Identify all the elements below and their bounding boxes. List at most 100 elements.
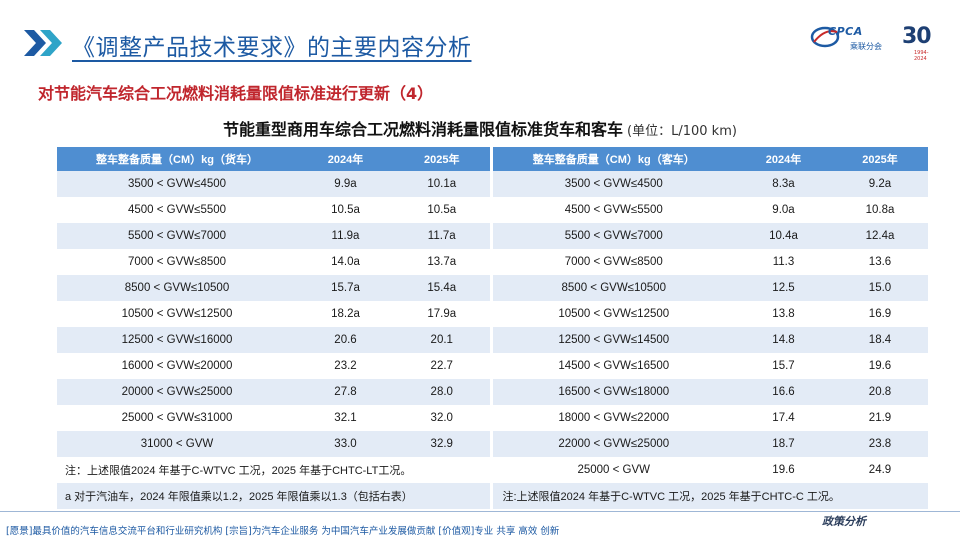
- cell: 32.9: [394, 431, 493, 457]
- header-bus-mass: 整车整备质量（CM）kg（客车）: [491, 147, 735, 171]
- table-title: 节能重型商用车综合工况燃料消耗量限值标准货车和客车 (单位：L/100 km): [0, 116, 960, 140]
- footer-divider: [0, 511, 960, 512]
- table-row: 10500 < GVW≤12500 18.2a 17.9a 10500 < GVW≤1…: [57, 301, 928, 327]
- cell: 22.7: [394, 353, 493, 379]
- cell: 13.6: [832, 249, 928, 275]
- cell: 12.5: [735, 275, 832, 301]
- cell: 11.7a: [394, 223, 493, 249]
- table-note-row: a 对于汽油车，2024 年限值乘以1.2，2025 年限值乘以1.3（包括右表…: [57, 483, 928, 509]
- table-row: 4500 < GVW≤5500 10.5a 10.5a 4500 < GVW≤5500…: [57, 197, 928, 223]
- cell: 20000 < GVW≤25000: [57, 379, 297, 405]
- page-title: 《调整产品技术要求》的主要内容分析: [72, 35, 472, 61]
- cell: 8500 < GVW≤10500: [57, 275, 297, 301]
- table-row: 20000 < GVW≤25000 27.8 28.0 16500 < GVW≤180…: [57, 379, 928, 405]
- cell: 19.6: [832, 353, 928, 379]
- cell: 11.9a: [297, 223, 394, 249]
- cell: 14.0a: [297, 249, 394, 275]
- cell: 8.3a: [735, 171, 832, 197]
- table-row: 25000 < GVW≤31000 32.1 32.0 18000 < GVW≤220…: [57, 405, 928, 431]
- cell: 18.4: [832, 327, 928, 353]
- logo-brand: CPCA: [828, 25, 863, 38]
- cell: 32.0: [394, 405, 493, 431]
- cell: 11.3: [735, 249, 832, 275]
- cell: 5500 < GVW≤7000: [57, 223, 297, 249]
- truck-note: 注：上述限值2024 年基于C-WTVC 工况，2025 年基于CHTC-LT工…: [57, 457, 493, 483]
- table-title-unit: (单位：L/100 km): [627, 124, 737, 139]
- cell: 18.2a: [297, 301, 394, 327]
- table-title-main: 节能重型商用车综合工况燃料消耗量限值标准货车和客车: [223, 120, 624, 139]
- cell: 14500 < GVW≤16500: [491, 353, 735, 379]
- gasoline-note: a 对于汽油车，2024 年限值乘以1.2，2025 年限值乘以1.3（包括右表…: [57, 483, 493, 509]
- cell: 24.9: [832, 457, 928, 483]
- header-bus-2024: 2024年: [735, 147, 832, 171]
- cell: 16.9: [832, 301, 928, 327]
- cell: 18000 < GVW≤22000: [491, 405, 735, 431]
- double-chevron-icon: [24, 30, 62, 56]
- cell: 7000 < GVW≤8500: [57, 249, 297, 275]
- cell: 12500 < GVW≤16000: [57, 327, 297, 353]
- header: 《调整产品技术要求》的主要内容分析: [22, 26, 582, 62]
- cell: 16500 < GVW≤18000: [491, 379, 735, 405]
- bus-note: 注:上述限值2024 年基于C-WTVC 工况，2025 年基于CHTC-C 工…: [491, 483, 928, 509]
- cell: 14.8: [735, 327, 832, 353]
- cell: 5500 < GVW≤7000: [491, 223, 735, 249]
- cpca-logo: CPCA 乘联分会 30 1994-2024: [810, 22, 940, 62]
- table-row: 16000 < GVW≤20000 23.2 22.7 14500 < GVW≤165…: [57, 353, 928, 379]
- cell: 10.1a: [394, 171, 493, 197]
- logo-years: 1994-2024: [914, 50, 929, 62]
- cell: 19.6: [735, 457, 832, 483]
- cell: 10.5a: [394, 197, 493, 223]
- cell: 20.1: [394, 327, 493, 353]
- table-row: 12500 < GVW≤16000 20.6 20.1 12500 < GVW≤145…: [57, 327, 928, 353]
- cell: 32.1: [297, 405, 394, 431]
- cell: 27.8: [297, 379, 394, 405]
- cell: 3500 < GVW≤4500: [491, 171, 735, 197]
- cell: 31000 < GVW: [57, 431, 297, 457]
- table-header-row: 整车整备质量（CM）kg（货车） 2024年 2025年 整车整备质量（CM）k…: [57, 147, 928, 171]
- cell: 15.4a: [394, 275, 493, 301]
- table-row: 5500 < GVW≤7000 11.9a 11.7a 5500 < GVW≤7000…: [57, 223, 928, 249]
- cell: 25000 < GVW≤31000: [57, 405, 297, 431]
- cell: 8500 < GVW≤10500: [491, 275, 735, 301]
- cell: 9.9a: [297, 171, 394, 197]
- cell: 12.4a: [832, 223, 928, 249]
- cell: 7000 < GVW≤8500: [491, 249, 735, 275]
- cell: 21.9: [832, 405, 928, 431]
- cell: 23.2: [297, 353, 394, 379]
- cell: 12500 < GVW≤14500: [491, 327, 735, 353]
- cell: 23.8: [832, 431, 928, 457]
- cell: 20.6: [297, 327, 394, 353]
- section-subtitle: 对节能汽车综合工况燃料消耗量限值标准进行更新（4）: [38, 84, 434, 103]
- cell: 15.7: [735, 353, 832, 379]
- logo-anniversary: 30: [902, 24, 932, 49]
- cell: 10500 < GVW≤12500: [57, 301, 297, 327]
- cell: 15.0: [832, 275, 928, 301]
- cell: 4500 < GVW≤5500: [491, 197, 735, 223]
- cell: 33.0: [297, 431, 394, 457]
- cell: 9.2a: [832, 171, 928, 197]
- table-row: 7000 < GVW≤8500 14.0a 13.7a 7000 < GVW≤8500…: [57, 249, 928, 275]
- cell: 20.8: [832, 379, 928, 405]
- table-note-row: 注：上述限值2024 年基于C-WTVC 工况，2025 年基于CHTC-LT工…: [57, 457, 928, 483]
- cell: 18.7: [735, 431, 832, 457]
- cell: 17.4: [735, 405, 832, 431]
- cell: 16000 < GVW≤20000: [57, 353, 297, 379]
- cell: 25000 < GVW: [491, 457, 735, 483]
- table-row: 3500 < GVW≤4500 9.9a 10.1a 3500 < GVW≤4500 8…: [57, 171, 928, 197]
- table-row: 31000 < GVW 33.0 32.9 22000 < GVW≤25000 18.7…: [57, 431, 928, 457]
- footer-text: [愿景]最具价值的汽车信息交流平台和行业研究机构 [宗旨]为汽车企业服务 为中国…: [6, 526, 560, 537]
- cell: 10.4a: [735, 223, 832, 249]
- cell: 16.6: [735, 379, 832, 405]
- cell: 13.7a: [394, 249, 493, 275]
- cell: 22000 < GVW≤25000: [491, 431, 735, 457]
- logo-org: 乘联分会: [850, 42, 882, 51]
- cell: 13.8: [735, 301, 832, 327]
- cell: 4500 < GVW≤5500: [57, 197, 297, 223]
- cell: 10500 < GVW≤12500: [491, 301, 735, 327]
- cell: 28.0: [394, 379, 493, 405]
- footer-tag: 政策分析: [822, 515, 866, 528]
- header-bus-2025: 2025年: [832, 147, 928, 171]
- cell: 9.0a: [735, 197, 832, 223]
- cell: 17.9a: [394, 301, 493, 327]
- cell: 10.5a: [297, 197, 394, 223]
